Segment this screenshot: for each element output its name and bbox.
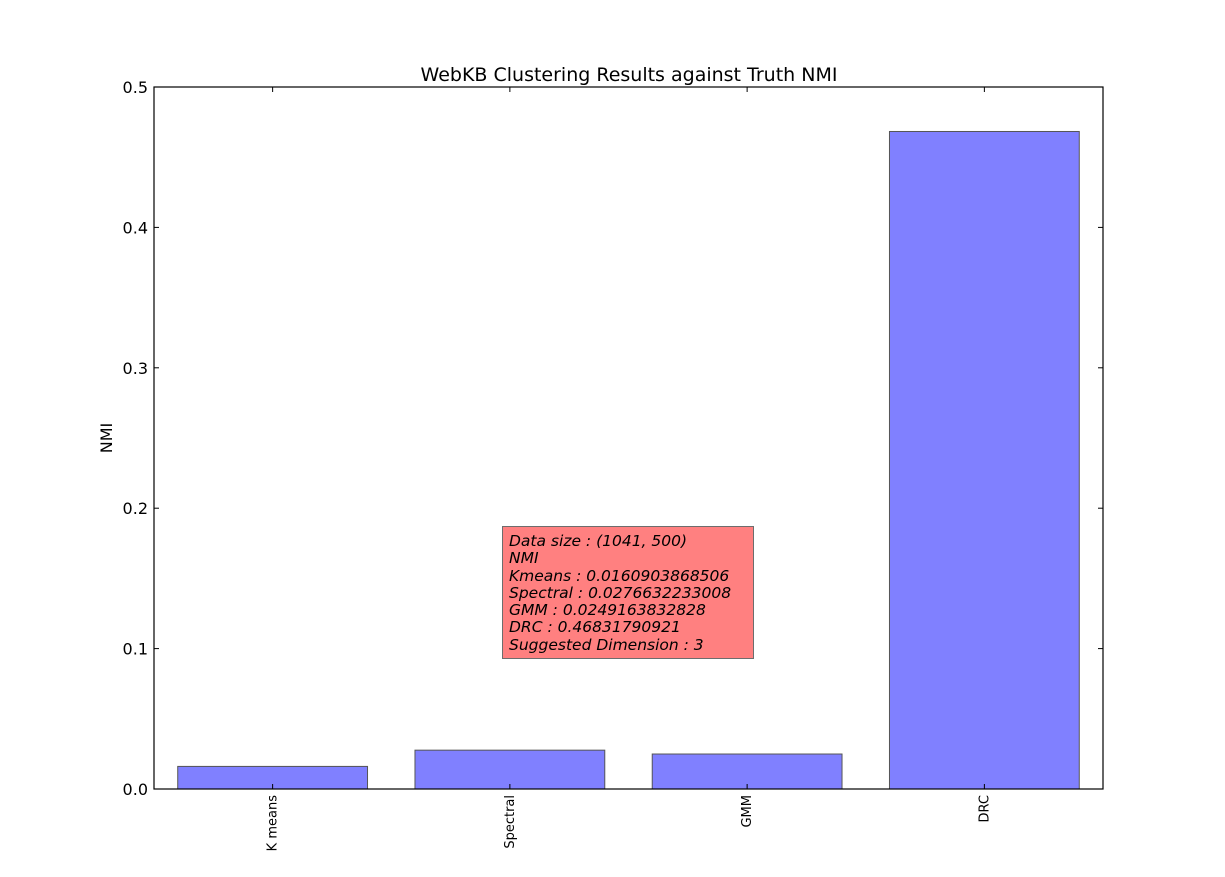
bar-drc [888,130,1080,790]
annotation-line-kmeans: Kmeans : 0.0160903868506 [509,566,730,585]
x-tick-label: Spectral [503,795,518,849]
annotation-line-metric: NMI [509,549,539,568]
annotation-line-gmm: GMM : 0.0249163832828 [509,601,706,620]
x-tick-label: K means [266,795,281,852]
y-tick-label: 0.4 [123,218,148,237]
y-tick-label: 0.1 [123,640,148,659]
annotation-line-spectral: Spectral : 0.0276632233008 [509,583,732,602]
annotation-line-dimension: Suggested Dimension : 3 [509,635,704,654]
plot-frame [153,86,1104,790]
bar-spectral [414,749,606,790]
bars-group [177,130,1080,790]
annotation-box: Data size : (1041, 500) NMI Kmeans : 0.0… [502,526,754,659]
y-axis-label: NMI [97,423,116,454]
y-tick-label: 0.3 [123,359,148,378]
tick-labels-group: 0.0 0.1 0.2 0.3 0.4 0.5 K means Spectral GMM DRC [123,78,993,851]
y-tick-label: 0.0 [123,780,148,799]
annotation-line-data-size: Data size : (1041, 500) [509,532,688,550]
y-tick-label: 0.2 [123,499,148,518]
bar-gmm [651,753,843,790]
x-tick-label: GMM [740,795,755,828]
x-tick-label: DRC [977,795,992,822]
chart-title: WebKB Clustering Results against Truth N… [421,64,838,86]
annotation-line-drc: DRC : 0.46831790921 [509,618,681,637]
y-tick-label: 0.5 [123,78,148,97]
